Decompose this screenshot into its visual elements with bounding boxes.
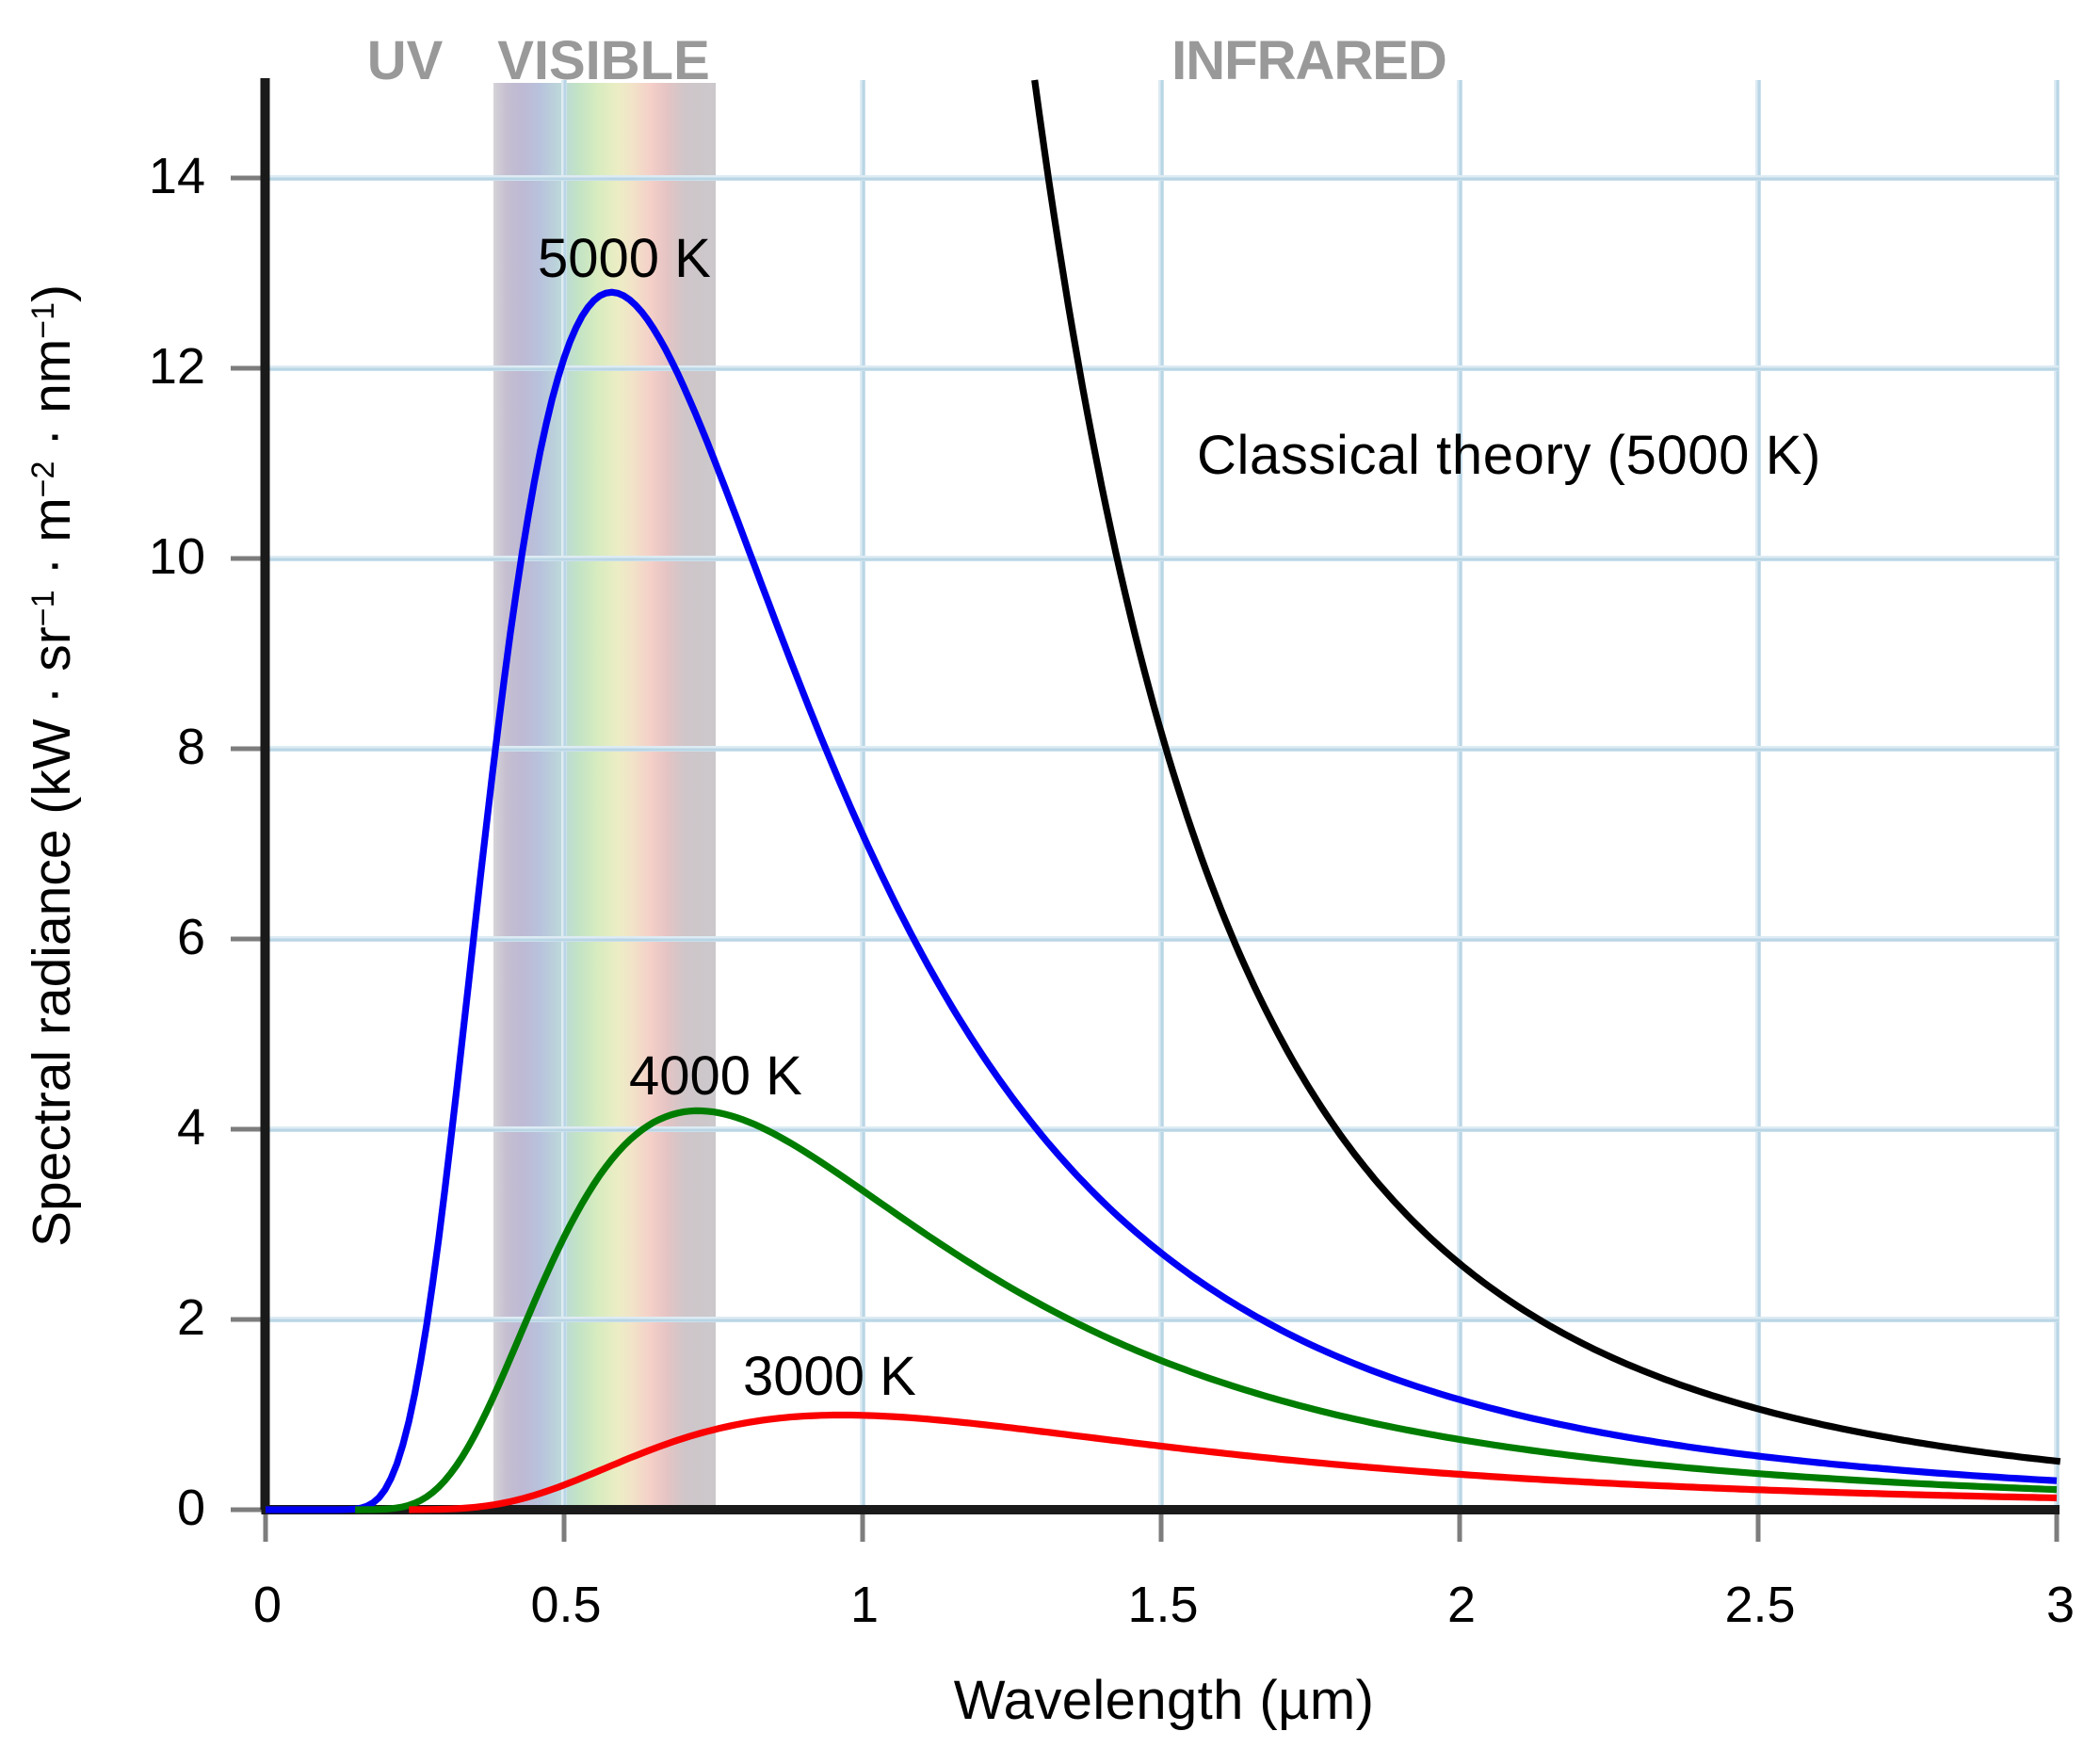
svg-text:2.5: 2.5 [1724,1577,1795,1633]
svg-text:0.5: 0.5 [530,1577,601,1633]
svg-text:4: 4 [177,1099,205,1156]
svg-text:2: 2 [1447,1577,1476,1633]
svg-text:3000 K: 3000 K [743,1346,916,1407]
svg-text:1.5: 1.5 [1127,1577,1198,1633]
svg-text:5000 K: 5000 K [538,228,711,289]
svg-text:8: 8 [177,719,205,775]
svg-text:6: 6 [177,909,205,965]
svg-text:3: 3 [2046,1577,2075,1633]
svg-text:4000 K: 4000 K [629,1045,802,1107]
svg-text:10: 10 [149,528,205,585]
svg-text:VISIBLE: VISIBLE [497,30,710,91]
svg-text:0: 0 [253,1577,282,1633]
svg-text:12: 12 [149,338,205,395]
svg-text:1: 1 [850,1577,879,1633]
svg-text:14: 14 [149,148,205,204]
svg-text:Wavelength (µm): Wavelength (µm) [954,1670,1375,1731]
svg-text:2: 2 [177,1289,205,1346]
svg-text:Spectral radiance (kW · sr−1 ·: Spectral radiance (kW · sr−1 · m−2 · nm−… [22,284,82,1247]
svg-text:INFRARED: INFRARED [1171,30,1446,91]
svg-text:0: 0 [177,1480,205,1536]
svg-text:Classical theory (5000 K): Classical theory (5000 K) [1197,425,1821,486]
svg-text:UV: UV [367,30,444,91]
